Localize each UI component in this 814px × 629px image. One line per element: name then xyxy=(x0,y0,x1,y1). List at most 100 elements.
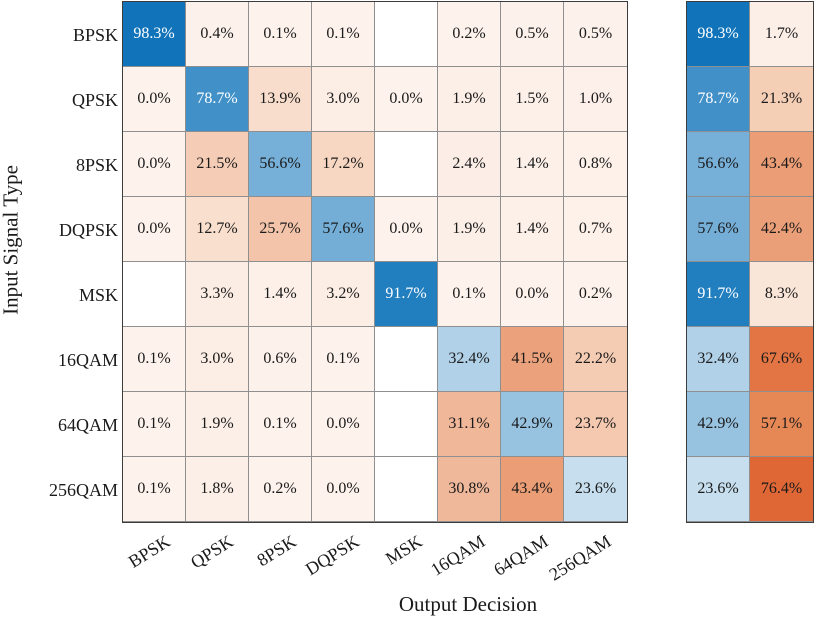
matrix-cell-DQPSK-BPSK: 0.0% xyxy=(123,197,186,262)
summary-correct-MSK: 91.7% xyxy=(687,262,750,327)
matrix-cell-64QAM-DQPSK: 0.0% xyxy=(312,392,375,457)
summary-incorrect-MSK: 8.3% xyxy=(750,262,813,327)
summary-correct-QPSK: 78.7% xyxy=(687,67,750,132)
matrix-cell-8PSK-DQPSK: 17.2% xyxy=(312,132,375,197)
matrix-cell-64QAM-64QAM: 42.9% xyxy=(501,392,564,457)
matrix-cell-16QAM-8PSK: 0.6% xyxy=(249,327,312,392)
tick-label-msk: MSK xyxy=(381,531,426,569)
matrix-cell-8PSK-BPSK: 0.0% xyxy=(123,132,186,197)
matrix-cell-64QAM-MSK xyxy=(375,392,438,457)
matrix-cell-DQPSK-64QAM: 1.4% xyxy=(501,197,564,262)
matrix-cell-16QAM-BPSK: 0.1% xyxy=(123,327,186,392)
tick-label-256qam: 256QAM xyxy=(545,531,615,585)
matrix-cell-QPSK-64QAM: 1.5% xyxy=(501,67,564,132)
matrix-cell-DQPSK-256QAM: 0.7% xyxy=(564,197,627,262)
matrix-cell-16QAM-64QAM: 41.5% xyxy=(501,327,564,392)
summary-incorrect-DQPSK: 42.4% xyxy=(750,197,813,262)
matrix-cell-MSK-DQPSK: 3.2% xyxy=(312,262,375,327)
confusion-matrix-grid: 98.3% 0.4% 0.1% 0.1% 0.2% 0.5% 0.5% 0.0% 78.7% 13… xyxy=(122,1,628,523)
matrix-cell-DQPSK-16QAM: 1.9% xyxy=(438,197,501,262)
row-label-8psk: 8PSK xyxy=(75,155,118,175)
summary-incorrect-256QAM: 76.4% xyxy=(750,457,813,522)
matrix-cell-BPSK-64QAM: 0.5% xyxy=(501,2,564,67)
matrix-cell-BPSK-BPSK: 98.3% xyxy=(123,2,186,67)
x-axis-label: Output Decision xyxy=(398,592,538,616)
tick-label-8psk: 8PSK xyxy=(253,531,300,571)
row-label-dqpsk: DQPSK xyxy=(58,220,118,240)
row-label-256qam: 256QAM xyxy=(48,480,118,500)
matrix-cell-BPSK-8PSK: 0.1% xyxy=(249,2,312,67)
matrix-cell-BPSK-16QAM: 0.2% xyxy=(438,2,501,67)
matrix-cell-256QAM-64QAM: 43.4% xyxy=(501,457,564,522)
matrix-cell-256QAM-BPSK: 0.1% xyxy=(123,457,186,522)
matrix-cell-MSK-MSK: 91.7% xyxy=(375,262,438,327)
summary-correct-256QAM: 23.6% xyxy=(687,457,750,522)
summary-incorrect-BPSK: 1.7% xyxy=(750,2,813,67)
matrix-cell-BPSK-DQPSK: 0.1% xyxy=(312,2,375,67)
summary-incorrect-8PSK: 43.4% xyxy=(750,132,813,197)
row-label-64qam: 64QAM xyxy=(57,415,118,435)
row-label-bpsk: BPSK xyxy=(72,25,118,45)
matrix-cell-8PSK-8PSK: 56.6% xyxy=(249,132,312,197)
matrix-cell-8PSK-QPSK: 21.5% xyxy=(186,132,249,197)
matrix-cell-MSK-8PSK: 1.4% xyxy=(249,262,312,327)
summary-correct-BPSK: 98.3% xyxy=(687,2,750,67)
matrix-cell-8PSK-MSK xyxy=(375,132,438,197)
matrix-cell-16QAM-16QAM: 32.4% xyxy=(438,327,501,392)
tick-label-dqpsk: DQPSK xyxy=(301,531,363,580)
matrix-cell-QPSK-MSK: 0.0% xyxy=(375,67,438,132)
matrix-cell-256QAM-DQPSK: 0.0% xyxy=(312,457,375,522)
matrix-cell-16QAM-MSK xyxy=(375,327,438,392)
matrix-cell-8PSK-256QAM: 0.8% xyxy=(564,132,627,197)
matrix-cell-DQPSK-MSK: 0.0% xyxy=(375,197,438,262)
summary-correct-8PSK: 56.6% xyxy=(687,132,750,197)
matrix-cell-QPSK-DQPSK: 3.0% xyxy=(312,67,375,132)
matrix-cell-QPSK-8PSK: 13.9% xyxy=(249,67,312,132)
matrix-cell-BPSK-MSK xyxy=(375,2,438,67)
matrix-cell-64QAM-QPSK: 1.9% xyxy=(186,392,249,457)
matrix-cell-256QAM-256QAM: 23.6% xyxy=(564,457,627,522)
matrix-cell-256QAM-8PSK: 0.2% xyxy=(249,457,312,522)
row-label-16qam: 16QAM xyxy=(57,350,118,370)
summary-correct-64QAM: 42.9% xyxy=(687,392,750,457)
matrix-cell-256QAM-QPSK: 1.8% xyxy=(186,457,249,522)
matrix-cell-16QAM-256QAM: 22.2% xyxy=(564,327,627,392)
tick-label-16qam: 16QAM xyxy=(427,531,489,580)
summary-correct-DQPSK: 57.6% xyxy=(687,197,750,262)
row-label-qpsk: QPSK xyxy=(71,90,118,110)
matrix-cell-64QAM-8PSK: 0.1% xyxy=(249,392,312,457)
matrix-cell-QPSK-BPSK: 0.0% xyxy=(123,67,186,132)
matrix-cell-DQPSK-QPSK: 12.7% xyxy=(186,197,249,262)
summary-correct-16QAM: 32.4% xyxy=(687,327,750,392)
matrix-cell-64QAM-16QAM: 31.1% xyxy=(438,392,501,457)
row-label-msk: MSK xyxy=(78,285,118,305)
matrix-cell-BPSK-256QAM: 0.5% xyxy=(564,2,627,67)
matrix-cell-16QAM-DQPSK: 0.1% xyxy=(312,327,375,392)
matrix-cell-16QAM-QPSK: 3.0% xyxy=(186,327,249,392)
matrix-cell-256QAM-MSK xyxy=(375,457,438,522)
matrix-cell-QPSK-QPSK: 78.7% xyxy=(186,67,249,132)
matrix-cell-8PSK-16QAM: 2.4% xyxy=(438,132,501,197)
matrix-cell-MSK-16QAM: 0.1% xyxy=(438,262,501,327)
matrix-cell-MSK-QPSK: 3.3% xyxy=(186,262,249,327)
matrix-cell-MSK-BPSK xyxy=(123,262,186,327)
tick-label-qpsk: QPSK xyxy=(186,531,237,573)
tick-label-bpsk: BPSK xyxy=(124,531,174,572)
matrix-cell-256QAM-16QAM: 30.8% xyxy=(438,457,501,522)
matrix-cell-DQPSK-8PSK: 25.7% xyxy=(249,197,312,262)
summary-incorrect-64QAM: 57.1% xyxy=(750,392,813,457)
matrix-cell-QPSK-256QAM: 1.0% xyxy=(564,67,627,132)
matrix-cell-8PSK-64QAM: 1.4% xyxy=(501,132,564,197)
matrix-cell-BPSK-QPSK: 0.4% xyxy=(186,2,249,67)
matrix-cell-MSK-64QAM: 0.0% xyxy=(501,262,564,327)
tick-label-64qam: 64QAM xyxy=(490,531,552,580)
summary-grid: 98.3% 1.7% 78.7% 21.3% 56.6% 43.4% 57.6% 42.4% 9… xyxy=(686,1,814,523)
matrix-cell-MSK-256QAM: 0.2% xyxy=(564,262,627,327)
summary-incorrect-16QAM: 67.6% xyxy=(750,327,813,392)
matrix-cell-DQPSK-DQPSK: 57.6% xyxy=(312,197,375,262)
summary-incorrect-QPSK: 21.3% xyxy=(750,67,813,132)
matrix-cell-64QAM-BPSK: 0.1% xyxy=(123,392,186,457)
y-axis-label: Input Signal Type xyxy=(0,165,23,315)
matrix-cell-64QAM-256QAM: 23.7% xyxy=(564,392,627,457)
